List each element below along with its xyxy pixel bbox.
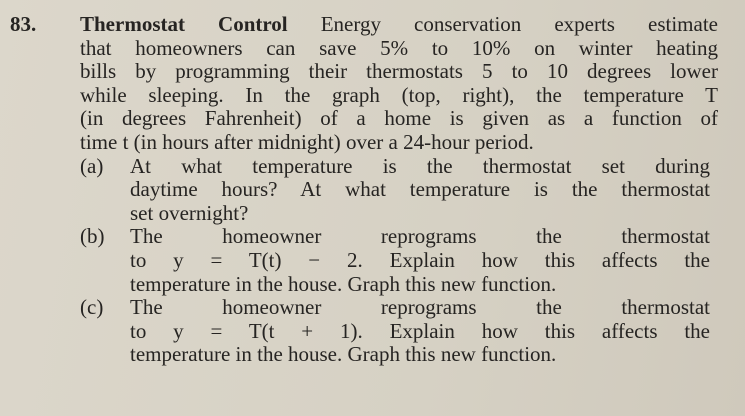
text: time t (in hours after midnight) over a …	[80, 130, 534, 154]
text-line: The homeowner reprograms the thermostat	[130, 295, 710, 320]
text: that homeowners can save 5% to 10% on wi…	[80, 35, 718, 60]
text-line: time t (in hours after midnight) over a …	[80, 130, 718, 154]
part-label: (a)	[80, 153, 104, 178]
text-line: while sleeping. In the graph (top, right…	[80, 83, 718, 107]
text-line: temperature in the house. Graph this new…	[130, 271, 557, 296]
text-line: bills by programming their thermostats 5…	[80, 59, 718, 83]
text-line: to y = T(t) − 2. Explain how this affect…	[130, 248, 710, 272]
text: bills by programming their thermostats 5…	[80, 59, 718, 84]
problem-title: Thermostat Control	[80, 12, 288, 36]
text-line: that homeowners can save 5% to 10% on wi…	[80, 36, 718, 60]
text-line: daytime hours? At what temperature is th…	[130, 177, 710, 202]
text: (in degrees Fahrenheit) of a home is giv…	[80, 106, 718, 131]
text-line: set overnight?	[130, 200, 249, 225]
text-line: to y = T(t + 1). Explain how this affect…	[130, 318, 710, 343]
text-line: At what temperature is the thermostat se…	[130, 153, 710, 178]
part-label: (b)	[80, 224, 105, 249]
text-line: The homeowner reprograms the thermostat	[130, 224, 710, 249]
text-line: Thermostat Control Energy conservation e…	[80, 12, 718, 36]
problem-number: 83.	[10, 12, 37, 36]
part-label: (c)	[80, 295, 104, 320]
text-line: temperature in the house. Graph this new…	[130, 342, 557, 367]
text: while sleeping. In the graph (top, right…	[80, 82, 718, 107]
text-line: (in degrees Fahrenheit) of a home is giv…	[80, 106, 718, 130]
text: Energy conservation experts estimate	[320, 12, 718, 36]
